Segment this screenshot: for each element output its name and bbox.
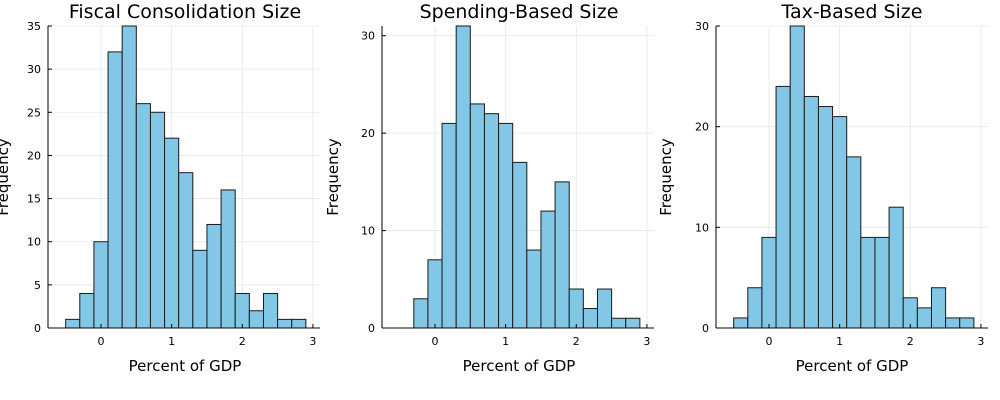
- histogram-bar: [455, 25, 471, 329]
- bars: [413, 25, 641, 329]
- histogram-bar: [540, 210, 556, 329]
- y-tick-label: 20: [361, 127, 375, 140]
- histogram-bar: [512, 161, 528, 329]
- histogram-bar: [568, 288, 584, 329]
- histogram-bar: [761, 236, 777, 329]
- x-axis-label: Percent of GDP: [129, 357, 242, 375]
- histogram-bar: [248, 310, 264, 329]
- y-tick-label: 10: [361, 225, 375, 238]
- histogram-bar: [291, 318, 307, 329]
- histogram-bar: [930, 287, 947, 329]
- histogram-bar: [79, 292, 95, 329]
- panel-tax-based: Tax-Based Size Percent of GDP Frequency …: [657, 1, 988, 375]
- y-tick-label: 10: [695, 221, 709, 234]
- histogram-bar: [916, 307, 932, 329]
- histogram-bar: [149, 111, 166, 329]
- histogram-bar: [959, 317, 975, 329]
- y-tick-label: 30: [361, 30, 375, 43]
- histogram-bar: [206, 223, 222, 329]
- y-tick-label: 0: [34, 322, 41, 335]
- histogram-bar: [277, 318, 293, 329]
- histogram-bar: [596, 288, 613, 329]
- histogram-bar: [902, 297, 918, 329]
- y-axis-label: Frequency: [657, 138, 675, 216]
- histogram-bar: [413, 298, 429, 329]
- y-tick-label: 0: [368, 322, 375, 335]
- y-tick-label: 5: [34, 279, 41, 292]
- histogram-bar: [65, 318, 81, 329]
- histogram-bar: [733, 317, 749, 329]
- histogram-bar: [121, 25, 137, 329]
- histogram-bar: [192, 249, 208, 329]
- histogram-bar: [747, 287, 763, 329]
- x-tick-label: 3: [309, 335, 316, 348]
- histogram-bar: [262, 292, 279, 329]
- y-tick-label: 30: [27, 63, 41, 76]
- histogram-bar: [789, 25, 805, 329]
- histogram-bar: [220, 189, 236, 329]
- x-axis-label: Percent of GDP: [796, 357, 909, 375]
- x-tick-label: 3: [643, 335, 650, 348]
- x-tick-label: 1: [836, 335, 843, 348]
- histogram-bar: [135, 103, 151, 329]
- histogram-bar: [178, 172, 194, 329]
- y-tick-label: 0: [702, 322, 709, 335]
- x-tick-label: 0: [97, 335, 104, 348]
- histogram-bar: [832, 116, 848, 329]
- panel-title: Spending-Based Size: [420, 1, 619, 23]
- histogram-bar: [803, 95, 819, 329]
- histogram-bar: [945, 317, 961, 329]
- histogram-bar: [441, 122, 457, 329]
- x-tick-label: 0: [431, 335, 438, 348]
- histogram-bar: [554, 181, 570, 329]
- y-tick-label: 30: [695, 20, 709, 33]
- y-axis-label: Frequency: [324, 138, 342, 216]
- histogram-bar: [427, 259, 443, 329]
- histogram-bar: [93, 241, 109, 329]
- x-tick-label: 3: [977, 335, 984, 348]
- x-tick-label: 2: [239, 335, 246, 348]
- y-tick-label: 15: [27, 193, 41, 206]
- histogram-bar: [526, 249, 542, 329]
- panel-spending-based: Spending-Based Size Percent of GDP Frequ…: [324, 1, 654, 375]
- histogram-bar: [611, 317, 627, 329]
- y-tick-label: 25: [27, 106, 41, 119]
- histogram-bar: [817, 106, 834, 329]
- histogram-bar: [107, 51, 123, 329]
- x-tick-label: 1: [168, 335, 175, 348]
- panel-title: Fiscal Consolidation Size: [69, 1, 301, 23]
- histogram-bar: [582, 308, 598, 329]
- histogram-bar: [469, 103, 485, 329]
- histogram-bar: [846, 156, 862, 329]
- y-tick-label: 10: [27, 236, 41, 249]
- histogram-bar: [775, 85, 791, 329]
- histogram-bar: [164, 137, 180, 329]
- histogram-bar: [483, 113, 500, 329]
- y-tick-label: 20: [695, 121, 709, 134]
- histogram-bar: [498, 122, 514, 329]
- histogram-bar: [234, 292, 250, 329]
- y-tick-label: 20: [27, 149, 41, 162]
- panel-title: Tax-Based Size: [781, 1, 923, 23]
- histogram-bar: [860, 236, 876, 329]
- x-tick-label: 1: [502, 335, 509, 348]
- histogram-bar: [625, 317, 641, 329]
- x-tick-label: 2: [907, 335, 914, 348]
- histogram-bar: [874, 236, 890, 329]
- x-axis-label: Percent of GDP: [463, 357, 576, 375]
- y-axis-label: Frequency: [0, 138, 12, 216]
- panel-fiscal-consolidation: Fiscal Consolidation Size Percent of GDP…: [0, 1, 320, 375]
- x-tick-label: 2: [573, 335, 580, 348]
- y-tick-label: 35: [27, 20, 41, 33]
- x-tick-label: 0: [765, 335, 772, 348]
- histogram-bar: [888, 206, 904, 329]
- bars: [65, 25, 307, 329]
- bars: [733, 25, 975, 329]
